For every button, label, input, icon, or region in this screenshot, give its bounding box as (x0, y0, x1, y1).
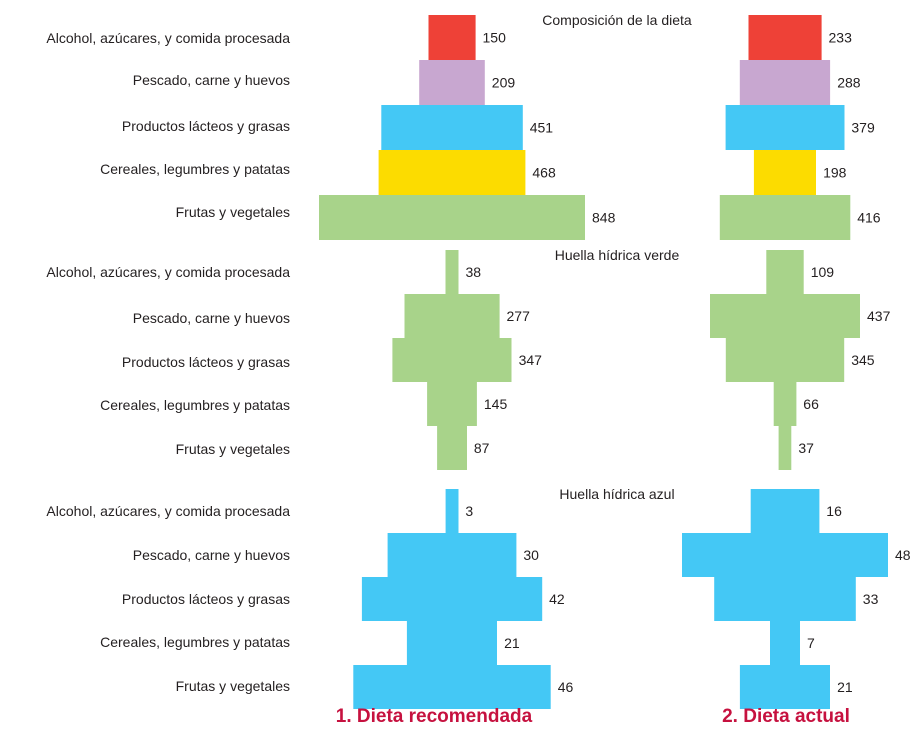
category-label-blue-0: Alcohol, azúcares, y comida procesada (46, 503, 290, 519)
value-label-composition-recommended-0: 150 (483, 30, 507, 46)
category-label-composition-0: Alcohol, azúcares, y comida procesada (46, 30, 290, 46)
value-label-blue-current-1: 48 (895, 547, 911, 563)
value-label-composition-recommended-2: 451 (530, 120, 554, 136)
value-label-blue-recommended-4: 46 (558, 679, 574, 695)
bar-blue-recommended-1 (387, 533, 517, 577)
value-label-green-current-4: 37 (798, 440, 814, 456)
value-label-green-current-1: 437 (867, 308, 891, 324)
bar-green-current-0 (766, 250, 804, 294)
bar-composition-recommended-4 (319, 195, 585, 240)
bar-blue-current-0 (750, 489, 820, 533)
bar-green-current-1 (710, 294, 860, 338)
bar-composition-recommended-3 (378, 150, 526, 195)
value-label-blue-recommended-0: 3 (465, 503, 473, 519)
bar-green-recommended-3 (427, 382, 477, 426)
category-label-composition-4: Frutas y vegetales (176, 204, 290, 220)
value-label-green-recommended-4: 87 (474, 440, 490, 456)
bar-composition-recommended-0 (428, 15, 476, 60)
value-label-green-current-3: 66 (803, 396, 819, 412)
value-label-composition-recommended-4: 848 (592, 210, 616, 226)
value-label-blue-current-4: 21 (837, 679, 853, 695)
bar-green-recommended-1 (404, 294, 500, 338)
category-label-green-1: Pescado, carne y huevos (133, 310, 290, 326)
category-label-blue-3: Cereales, legumbres y patatas (100, 634, 290, 650)
category-label-composition-1: Pescado, carne y huevos (133, 72, 290, 88)
value-label-composition-current-0: 233 (829, 30, 853, 46)
value-label-blue-current-2: 33 (863, 591, 879, 607)
value-label-green-recommended-2: 347 (519, 352, 543, 368)
bar-blue-current-2 (714, 577, 856, 621)
bar-blue-current-3 (770, 621, 800, 665)
value-label-green-recommended-0: 38 (466, 264, 482, 280)
value-label-blue-current-3: 7 (807, 635, 815, 651)
bar-composition-current-3 (753, 150, 816, 195)
category-label-blue-2: Productos lácteos y grasas (122, 591, 290, 607)
category-label-green-3: Cereales, legumbres y patatas (100, 397, 290, 413)
value-label-green-recommended-1: 277 (507, 308, 531, 324)
bar-blue-current-1 (682, 533, 888, 577)
value-label-composition-current-4: 416 (857, 210, 881, 226)
bar-blue-recommended-0 (445, 489, 459, 533)
column-title-current: 2. Dieta actual (722, 706, 850, 727)
value-label-green-current-0: 109 (811, 264, 835, 280)
value-label-blue-recommended-1: 30 (523, 547, 539, 563)
bar-blue-recommended-4 (353, 665, 551, 709)
value-label-blue-recommended-2: 42 (549, 591, 565, 607)
value-label-green-recommended-3: 145 (484, 396, 508, 412)
bar-composition-current-1 (739, 60, 831, 105)
bar-blue-recommended-2 (361, 577, 543, 621)
category-label-blue-1: Pescado, carne y huevos (133, 547, 290, 563)
category-label-green-2: Productos lácteos y grasas (122, 354, 290, 370)
column-title-recommended: 1. Dieta recomendada (335, 706, 533, 727)
category-label-composition-3: Cereales, legumbres y patatas (100, 161, 290, 177)
value-label-blue-recommended-3: 21 (504, 635, 520, 651)
value-label-composition-current-2: 379 (851, 120, 875, 136)
category-label-blue-4: Frutas y vegetales (176, 678, 290, 694)
category-label-green-4: Frutas y vegetales (176, 441, 290, 457)
value-label-composition-recommended-3: 468 (532, 165, 556, 181)
bar-composition-current-0 (748, 15, 822, 60)
value-label-composition-current-3: 198 (823, 165, 847, 181)
category-label-green-0: Alcohol, azúcares, y comida procesada (46, 264, 290, 280)
bar-green-current-3 (773, 382, 797, 426)
bar-green-recommended-0 (445, 250, 459, 294)
section-title-blue: Huella hídrica azul (559, 486, 674, 502)
value-label-green-current-2: 345 (851, 352, 875, 368)
bar-composition-recommended-2 (381, 105, 523, 150)
bar-green-recommended-2 (392, 338, 512, 382)
bar-composition-current-4 (719, 195, 851, 240)
bar-green-recommended-4 (437, 426, 467, 470)
bar-blue-recommended-3 (406, 621, 497, 665)
bar-green-current-4 (778, 426, 792, 470)
value-label-blue-current-0: 16 (826, 503, 842, 519)
section-title-green: Huella hídrica verde (555, 247, 680, 263)
bar-composition-current-2 (725, 105, 845, 150)
value-label-composition-recommended-1: 209 (492, 75, 516, 91)
section-title-composition: Composición de la dieta (542, 12, 692, 28)
bar-composition-recommended-1 (419, 60, 485, 105)
bar-blue-current-4 (739, 665, 830, 709)
category-label-composition-2: Productos lácteos y grasas (122, 118, 290, 134)
value-label-composition-current-1: 288 (837, 75, 861, 91)
bar-green-current-2 (725, 338, 845, 382)
